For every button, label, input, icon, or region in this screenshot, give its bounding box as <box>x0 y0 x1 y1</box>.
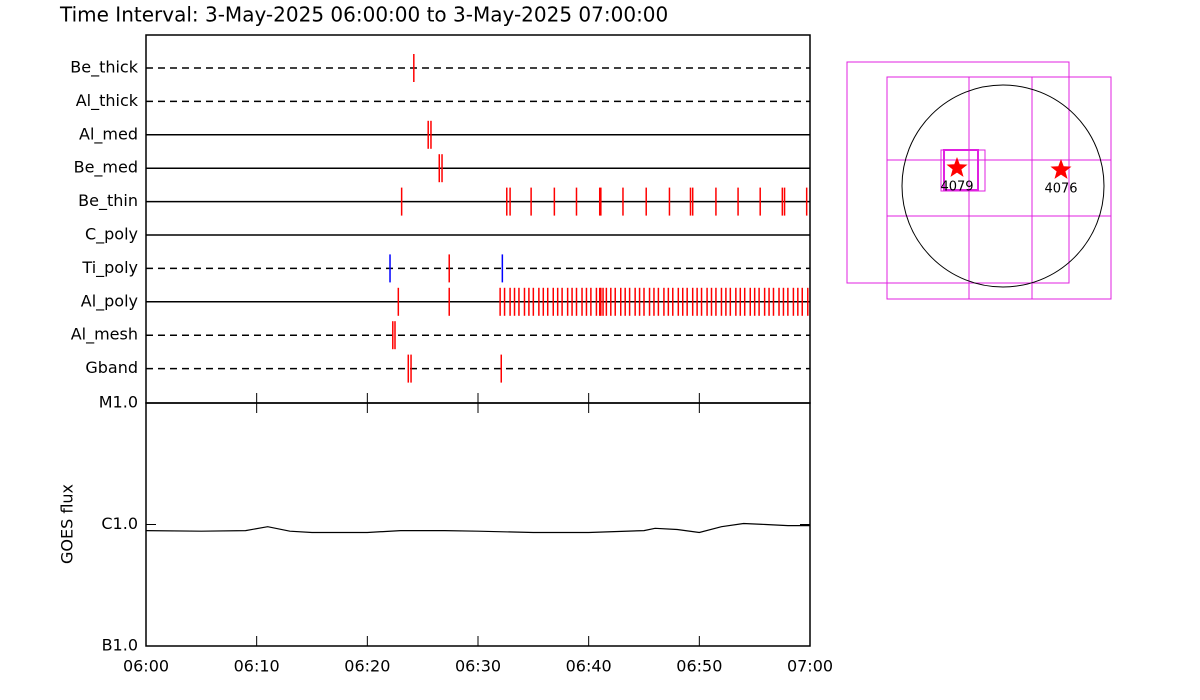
timeline-frame <box>145 34 811 404</box>
y-tick-label: M1.0 <box>99 393 138 412</box>
row-label: Ti_poly <box>81 258 138 278</box>
active-region-label: 4079 <box>940 180 973 195</box>
x-tick-label: 06:30 <box>455 657 501 676</box>
active-region-label: 4076 <box>1044 182 1077 197</box>
row-label: Al_med <box>79 124 138 144</box>
y-axis-label: GOES flux <box>58 484 77 564</box>
x-tick-label: 07:00 <box>787 657 833 676</box>
goes-curve <box>145 522 810 534</box>
fov-box <box>943 149 979 191</box>
x-tick-label: 06:00 <box>123 657 169 676</box>
sun-map: 4079 4076 <box>846 61 1112 300</box>
x-tick-label: 06:50 <box>676 657 722 676</box>
active-region-star <box>1050 159 1072 179</box>
active-region-star <box>946 157 968 177</box>
row-label: Be_med <box>74 158 138 178</box>
goes-frame <box>145 402 811 647</box>
row-label: Al_thick <box>76 91 139 111</box>
row-label: Be_thin <box>78 191 138 211</box>
x-tick-label: 06:10 <box>234 657 280 676</box>
y-tick-label: C1.0 <box>101 514 138 533</box>
row-label: Al_mesh <box>71 325 138 345</box>
x-tick-label: 06:40 <box>566 657 612 676</box>
y-tick-label: B1.0 <box>102 636 138 655</box>
row-label: Be_thick <box>70 58 138 78</box>
row-label: Al_poly <box>81 291 138 311</box>
chart-title: Time Interval: 3-May-2025 06:00:00 to 3-… <box>59 3 668 27</box>
fov-box <box>886 76 1112 300</box>
row-label: Gband <box>85 358 138 377</box>
fov-box <box>846 61 1070 284</box>
solar-disk <box>901 84 1105 288</box>
row-label: C_poly <box>85 225 138 245</box>
x-tick-label: 06:20 <box>344 657 390 676</box>
